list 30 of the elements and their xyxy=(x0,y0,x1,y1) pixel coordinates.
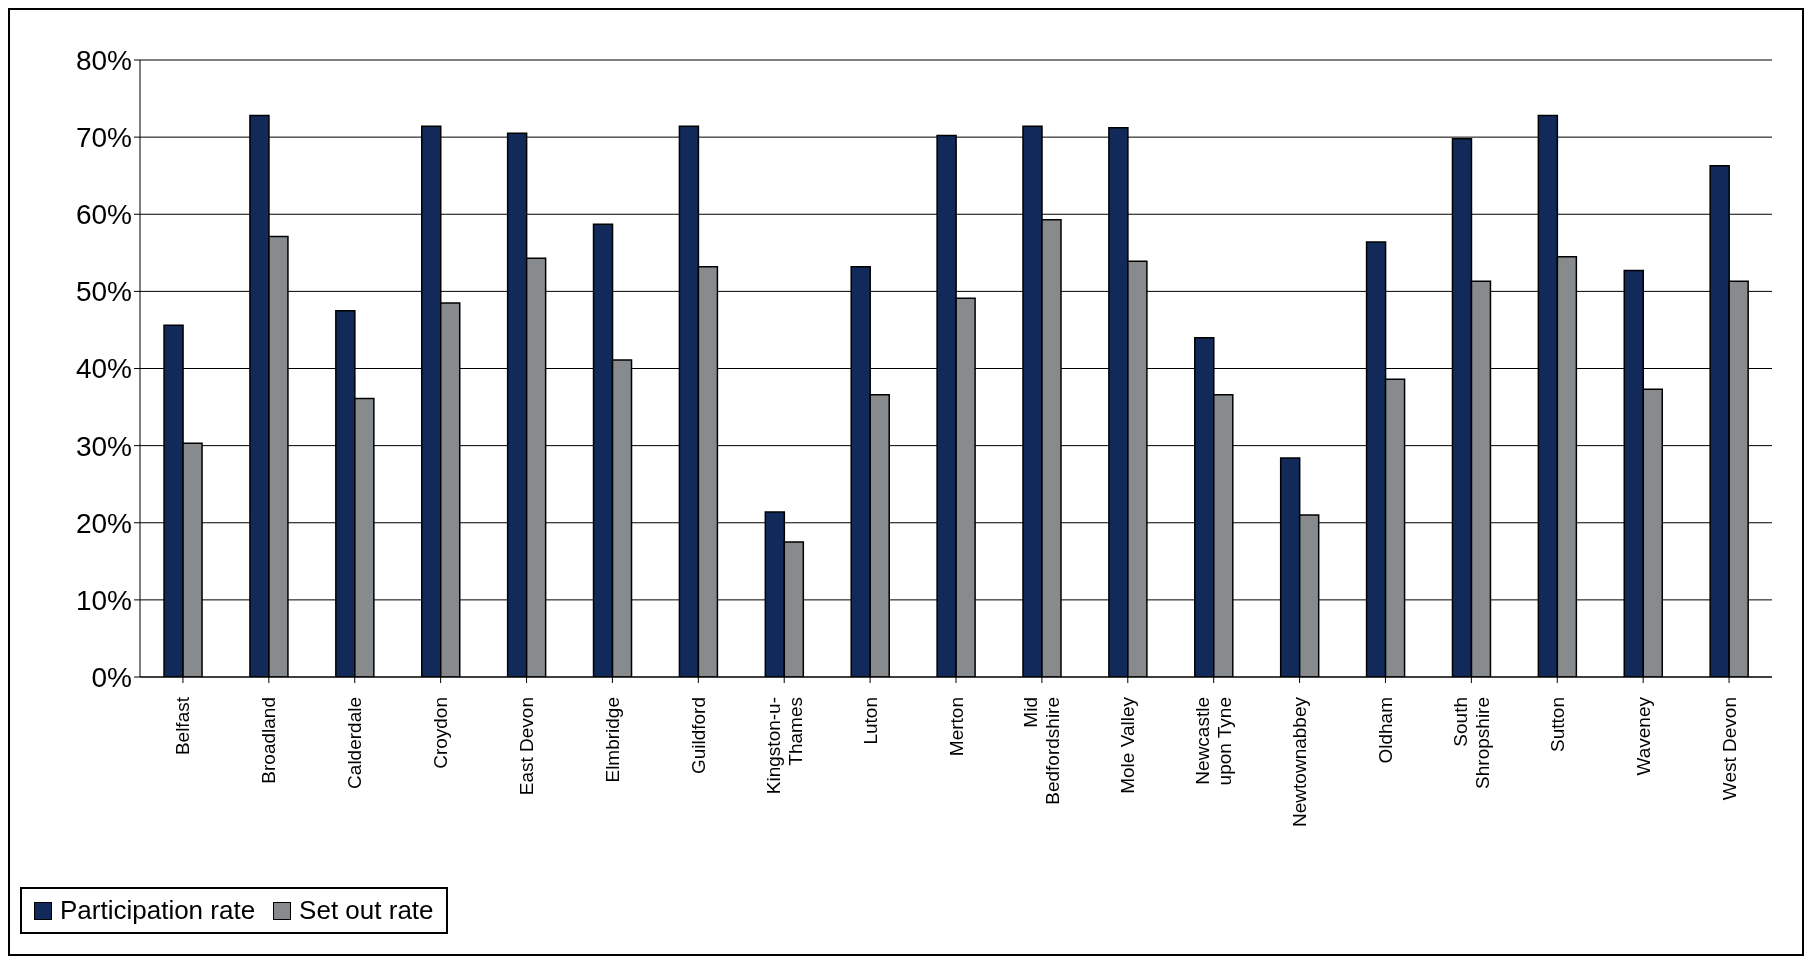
x-tick-label: Luton xyxy=(859,697,881,745)
x-tick-label: West Devon xyxy=(1718,697,1740,801)
x-tick-label: Waveney xyxy=(1632,696,1654,776)
x-tick-label: Kingston-u-Thames xyxy=(762,697,806,795)
x-tick-label: Sutton xyxy=(1546,697,1568,752)
y-tick-label: 10% xyxy=(75,584,132,616)
y-tick-label: 80% xyxy=(75,44,132,76)
x-tick-label: Broadland xyxy=(258,697,280,784)
legend-label: Set out rate xyxy=(298,895,434,926)
y-tick-label: 20% xyxy=(75,507,132,539)
x-tick-label: Newtownabbey xyxy=(1289,696,1311,827)
legend-label: Participation rate xyxy=(59,895,256,926)
x-tick-label: Mole Valley xyxy=(1117,696,1139,794)
x-tick-label: Belfast xyxy=(172,696,194,756)
y-tick-label: 50% xyxy=(75,276,132,308)
x-tick-label: Elmbridge xyxy=(601,697,623,783)
x-tick-label: Guildford xyxy=(687,697,709,775)
y-tick-label: 60% xyxy=(75,199,132,231)
x-tick-label: South Shropshire xyxy=(1449,697,1493,789)
x-tick-label: Merton xyxy=(945,697,967,757)
x-tick-label: East Devon xyxy=(516,697,538,796)
x-tick-label: Oldham xyxy=(1374,697,1396,764)
y-tick-label: 70% xyxy=(75,122,132,154)
x-tick-label: Mid Bedfordshire xyxy=(1020,697,1064,805)
x-tick-label: Croydon xyxy=(430,697,452,769)
y-tick-label: 30% xyxy=(75,430,132,462)
x-tick-label: Calderdale xyxy=(344,697,366,789)
x-tick-label: Newcastle upon Tyne xyxy=(1192,697,1236,786)
y-tick-label: 0% xyxy=(91,661,132,693)
y-tick-label: 40% xyxy=(75,353,132,385)
